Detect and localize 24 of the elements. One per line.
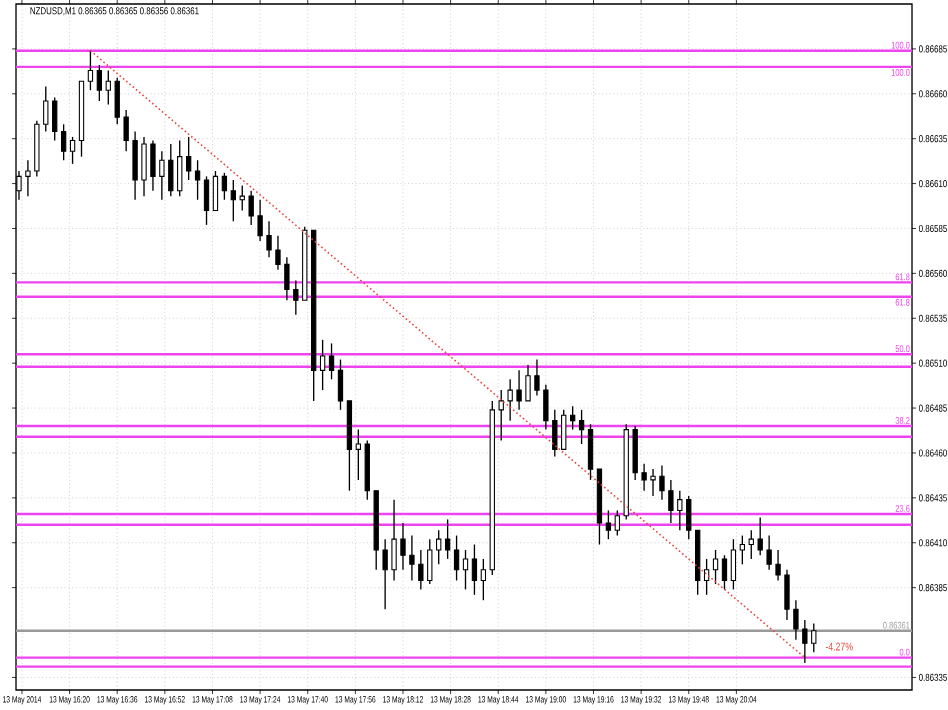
candlestick bbox=[587, 423, 594, 481]
candlestick bbox=[730, 538, 737, 591]
candlestick bbox=[319, 339, 326, 391]
candlestick bbox=[739, 534, 746, 565]
candlestick bbox=[578, 409, 585, 445]
candlestick bbox=[69, 136, 76, 165]
candlestick bbox=[453, 534, 460, 582]
candlestick bbox=[471, 543, 478, 596]
candlestick bbox=[221, 172, 228, 201]
candlestick bbox=[721, 554, 728, 591]
candlestick bbox=[87, 50, 94, 91]
candlestick bbox=[605, 509, 612, 540]
candlestick bbox=[212, 170, 219, 212]
candlestick bbox=[328, 342, 335, 380]
candlestick bbox=[337, 358, 344, 411]
candlestick bbox=[96, 64, 103, 102]
candlestick bbox=[703, 558, 710, 596]
candlestick bbox=[203, 175, 210, 226]
candlestick bbox=[60, 123, 67, 161]
candlestick bbox=[462, 549, 469, 591]
candlestick bbox=[712, 549, 719, 585]
candlestick bbox=[194, 159, 201, 201]
candlestick bbox=[444, 518, 451, 560]
candlestick bbox=[480, 558, 487, 601]
